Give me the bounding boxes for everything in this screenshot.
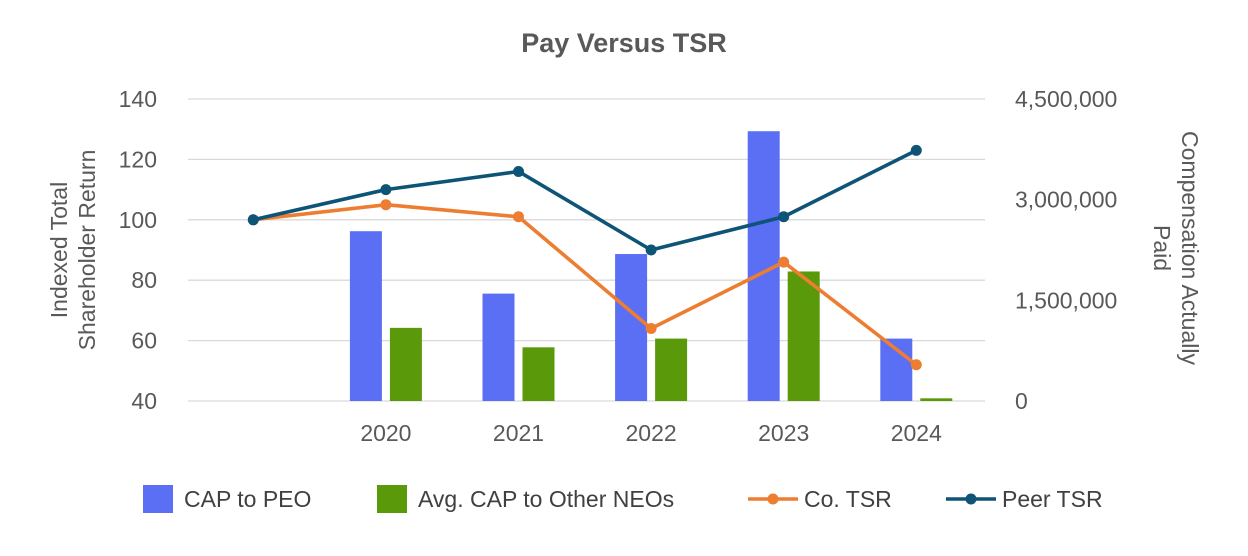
legend-item-peer-tsr: Peer TSR [946, 486, 1103, 512]
legend-swatch-marker [767, 493, 779, 505]
bar-avg-cap-to-other-neos-2021 [522, 347, 555, 401]
point-peer-tsr-2020 [380, 184, 392, 196]
line-co-tsr [253, 202, 918, 367]
x-tick-label: 2024 [891, 420, 942, 446]
left-tick-label: 80 [131, 267, 157, 293]
left-tick-label: 140 [119, 86, 157, 112]
chart-title: Pay Versus TSR [521, 28, 727, 58]
left-axis-label: Indexed Total Shareholder Return [46, 150, 100, 351]
bar-cap-to-peo-2021 [482, 293, 515, 401]
legend-swatch-marker [965, 493, 977, 505]
right-axis-ticks: 0 1,500,000 3,000,000 4,500,000 [1015, 86, 1117, 414]
left-axis-label-line: Shareholder Return [74, 150, 100, 351]
legend-swatch [143, 485, 173, 513]
line-series [247, 144, 922, 371]
x-tick-label: 2023 [758, 420, 809, 446]
point-co-tsr-2023 [778, 256, 790, 268]
left-tick-label: 60 [131, 328, 157, 354]
left-tick-label: 100 [119, 207, 157, 233]
legend-swatch [377, 485, 407, 513]
point-co-tsr-2022 [645, 323, 657, 335]
left-axis-label-line: Indexed Total [46, 182, 72, 318]
right-tick-label: 0 [1015, 388, 1028, 414]
legend-label: CAP to PEO [184, 486, 311, 512]
right-tick-label: 1,500,000 [1015, 287, 1117, 313]
legend: CAP to PEO Avg. CAP to Other NEOs Co. TSR P… [143, 485, 1103, 513]
legend-label: Peer TSR [1002, 486, 1103, 512]
point-peer-tsr-2024 [910, 144, 922, 156]
bar-cap-to-peo-2022 [615, 254, 648, 401]
legend-label: Avg. CAP to Other NEOs [418, 486, 674, 512]
legend-item-co-tsr: Co. TSR [748, 486, 892, 512]
gridlines [188, 98, 985, 402]
bar-avg-cap-to-other-neos-2022 [655, 338, 688, 401]
right-tick-label: 3,000,000 [1015, 187, 1117, 213]
point-co-tsr-2020 [380, 199, 392, 211]
point-peer-tsr-2021 [513, 165, 524, 177]
left-tick-label: 40 [131, 388, 157, 414]
right-tick-label: 4,500,000 [1015, 86, 1117, 112]
x-tick-label: 2021 [493, 420, 544, 446]
right-axis-label-line: Paid [1149, 225, 1175, 271]
point-co-tsr-2024 [910, 359, 922, 371]
legend-item-avg-cap-to-other-neos: Avg. CAP to Other NEOs [377, 485, 674, 513]
x-axis-ticks: 2020 2021 2022 2023 2024 [360, 420, 942, 446]
line-peer-tsr [252, 148, 918, 252]
x-tick-label: 2022 [626, 420, 677, 446]
legend-label: Co. TSR [804, 486, 892, 512]
point-co-tsr-2021 [513, 211, 524, 223]
bar-cap-to-peo-2020 [349, 231, 382, 401]
point-peer-tsr-2023 [778, 211, 790, 223]
point-peer-tsr-2019 [247, 214, 259, 226]
left-tick-label: 120 [119, 146, 157, 172]
bar-avg-cap-to-other-neos-2020 [389, 327, 422, 401]
legend-item-cap-to-peo: CAP to PEO [143, 485, 311, 513]
right-axis-label-line: Compensation Actually [1177, 131, 1203, 365]
bar-avg-cap-to-other-neos-2023 [787, 271, 820, 401]
bar-avg-cap-to-other-neos-2024 [920, 398, 953, 401]
x-tick-label: 2020 [360, 420, 411, 446]
point-peer-tsr-2022 [645, 244, 657, 256]
left-axis-ticks: 40 60 80 100 120 140 [119, 86, 157, 414]
bar-series [349, 131, 953, 402]
